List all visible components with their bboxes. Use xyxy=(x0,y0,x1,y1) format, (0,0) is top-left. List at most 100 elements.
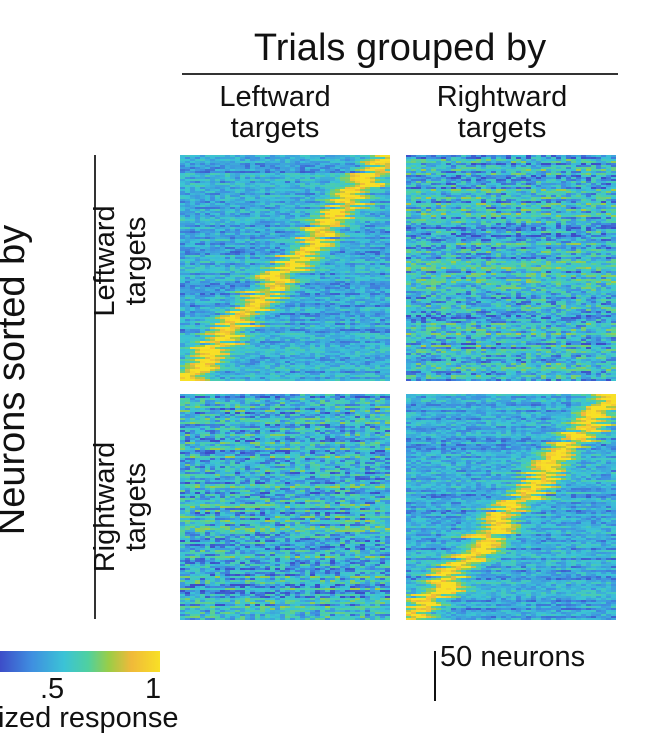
heatmap-cell xyxy=(270,331,276,334)
heatmap-cell xyxy=(240,193,246,196)
heatmap-cell xyxy=(330,285,336,288)
heatmap-cell xyxy=(230,175,236,178)
heatmap-cell xyxy=(305,359,311,362)
heatmap-cell xyxy=(195,305,201,308)
heatmap-cell xyxy=(275,285,281,288)
heatmap-cell xyxy=(375,307,381,310)
heatmap-cell xyxy=(486,165,492,168)
heatmap-cell xyxy=(300,211,306,214)
heatmap-cell xyxy=(250,311,256,314)
heatmap-cell xyxy=(265,293,271,296)
heatmap-cell xyxy=(385,321,390,324)
heatmap-cell xyxy=(190,357,196,360)
heatmap-cell xyxy=(385,315,390,318)
heatmap-cell xyxy=(466,163,472,166)
heatmap-cell xyxy=(255,375,261,378)
heatmap-cell xyxy=(225,361,231,364)
heatmap-cell xyxy=(190,369,196,372)
heatmap-cell xyxy=(210,319,216,322)
heatmap-cell xyxy=(195,219,201,222)
heatmap-cell xyxy=(325,365,331,368)
heatmap-cell xyxy=(255,285,261,288)
heatmap-cell xyxy=(195,195,201,198)
heatmap-cell xyxy=(270,337,276,340)
heatmap-cell xyxy=(335,349,341,352)
heatmap-cell xyxy=(255,273,261,276)
heatmap-cell xyxy=(315,259,321,262)
heatmap-cell xyxy=(215,167,221,170)
heatmap-cell xyxy=(200,335,206,338)
heatmap-cell xyxy=(190,335,196,338)
heatmap-cell xyxy=(385,227,390,230)
heatmap-cell xyxy=(360,177,366,180)
heatmap-cell xyxy=(360,275,366,278)
heatmap-cell xyxy=(245,175,251,178)
heatmap-cell xyxy=(300,347,306,350)
heatmap-cell xyxy=(240,353,246,356)
heatmap-cell xyxy=(240,351,246,354)
heatmap-cell xyxy=(365,287,371,290)
heatmap-cell xyxy=(345,255,351,258)
heatmap-cell xyxy=(335,193,341,196)
heatmap-cell xyxy=(385,377,390,380)
heatmap-cell xyxy=(275,337,281,340)
heatmap-cell xyxy=(190,159,196,162)
heatmap-cell xyxy=(235,335,241,338)
heatmap-cell xyxy=(350,293,356,296)
heatmap-cell xyxy=(210,231,216,234)
heatmap-cell xyxy=(320,209,326,212)
heatmap-cell xyxy=(250,305,256,308)
heatmap-cell xyxy=(385,339,390,342)
heatmap-cell xyxy=(230,337,236,340)
heatmap-cell xyxy=(240,281,246,284)
heatmap-cell xyxy=(335,165,341,168)
heatmap-cell xyxy=(210,179,216,182)
heatmap-cell xyxy=(260,189,266,192)
heatmap-cell xyxy=(275,329,281,332)
heatmap-cell xyxy=(205,197,211,200)
heatmap-cell xyxy=(320,281,326,284)
heatmap-cell xyxy=(225,301,231,304)
heatmap-cell xyxy=(200,319,206,322)
heatmap-cell xyxy=(345,169,351,172)
heatmap-cell xyxy=(330,341,336,344)
heatmap-cell xyxy=(205,217,211,220)
heatmap-cell xyxy=(320,231,326,234)
heatmap-cell xyxy=(285,207,291,210)
heatmap-cell xyxy=(300,295,306,298)
heatmap-cell xyxy=(335,157,341,160)
heatmap-cell xyxy=(355,275,361,278)
heatmap-cell xyxy=(350,307,356,310)
heatmap-cell xyxy=(195,257,201,260)
heatmap-cell xyxy=(265,261,271,264)
heatmap-cell xyxy=(240,295,246,298)
heatmap-cell xyxy=(370,189,376,192)
heatmap-cell xyxy=(315,329,321,332)
heatmap-cell xyxy=(200,353,206,356)
heatmap-cell xyxy=(190,329,196,332)
heatmap-cell xyxy=(421,165,427,168)
heatmap-cell xyxy=(370,331,376,334)
heatmap-cell xyxy=(220,173,226,176)
heatmap-cell xyxy=(255,299,261,302)
heatmap-cell xyxy=(210,209,216,212)
heatmap-cell xyxy=(360,273,366,276)
heatmap-cell xyxy=(245,209,251,212)
heatmap-cell xyxy=(310,243,316,246)
heatmap-cell xyxy=(230,335,236,338)
heatmap-cell xyxy=(385,367,390,370)
heatmap-cell xyxy=(350,299,356,302)
heatmap-cell xyxy=(365,171,371,174)
heatmap-cell xyxy=(380,261,386,264)
heatmap-cell xyxy=(210,327,216,330)
heatmap-cell xyxy=(220,371,226,374)
heatmap-cell xyxy=(385,159,390,162)
heatmap-cell xyxy=(370,163,376,166)
heatmap-cell xyxy=(250,271,256,274)
heatmap-cell xyxy=(200,343,206,346)
heatmap-cell xyxy=(541,157,547,160)
heatmap-cell xyxy=(310,299,316,302)
heatmap-cell xyxy=(205,199,211,202)
heatmap-cell xyxy=(375,319,381,322)
heatmap-cell xyxy=(365,157,371,160)
